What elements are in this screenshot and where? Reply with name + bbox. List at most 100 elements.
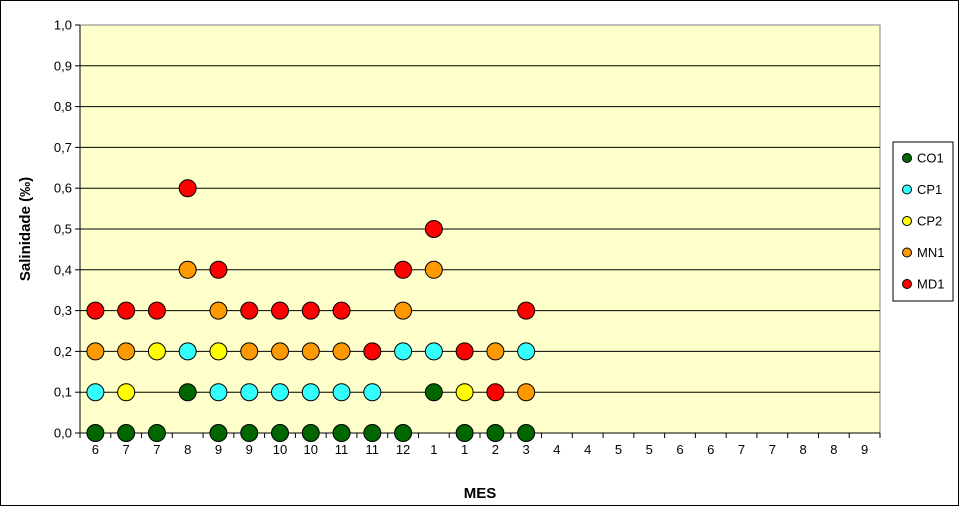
data-point — [332, 301, 351, 320]
data-point — [86, 383, 105, 402]
legend-marker — [902, 247, 912, 258]
data-point — [394, 260, 413, 279]
data-point — [86, 301, 105, 320]
y-axis: 0,0 0,1 0,2 0,3 0,4 0,5 0,6 0,7 0,8 0,9 1,0 — [54, 18, 81, 441]
data-points — [86, 179, 536, 442]
y-tick-label: 0,0 — [54, 426, 72, 441]
y-tick-label: 0,2 — [54, 344, 72, 359]
legend-label: MN1 — [917, 245, 944, 260]
x-tick-label: 5 — [646, 442, 653, 457]
x-axis-title: MES — [464, 485, 497, 502]
y-tick-label: 0,7 — [54, 140, 72, 155]
x-tick-label: 7 — [738, 442, 745, 457]
data-point — [209, 260, 228, 279]
data-point — [209, 342, 228, 361]
x-tick-label: 8 — [184, 442, 191, 457]
data-point — [301, 342, 320, 361]
data-point — [394, 424, 413, 442]
data-point — [301, 424, 320, 442]
data-point — [178, 260, 197, 279]
x-tick-label: 9 — [861, 442, 868, 457]
data-point — [486, 342, 505, 361]
x-tick-label: 7 — [769, 442, 776, 457]
data-point — [424, 220, 443, 238]
x-tick-label: 2 — [492, 442, 499, 457]
data-point — [486, 383, 505, 402]
data-point — [240, 342, 259, 361]
data-point — [363, 342, 382, 361]
x-tick-label: 6 — [676, 442, 683, 457]
legend-label: CO1 — [917, 151, 944, 166]
y-tick-label: 0,3 — [54, 303, 72, 318]
x-tick-label: 1 — [461, 442, 468, 457]
legend-marker — [902, 216, 912, 226]
x-tick-label: 12 — [396, 442, 410, 457]
x-tick-label: 10 — [273, 442, 287, 457]
data-point — [271, 424, 289, 442]
y-tick-label: 0,1 — [54, 385, 72, 400]
data-point — [209, 424, 228, 442]
y-tick-label: 0,8 — [54, 99, 72, 114]
x-tick-label: 6 — [92, 442, 99, 457]
data-point — [147, 424, 166, 442]
series-cp1 — [86, 342, 536, 402]
data-point — [301, 301, 320, 320]
data-point — [394, 342, 413, 361]
data-point — [332, 383, 351, 402]
x-tick-label: 3 — [523, 442, 530, 457]
legend-marker — [902, 153, 912, 163]
data-point — [117, 383, 136, 402]
data-point — [301, 383, 320, 402]
data-point — [117, 424, 136, 442]
data-point — [240, 301, 259, 320]
data-point — [363, 383, 382, 402]
x-tick-label: 4 — [584, 442, 591, 457]
data-point — [209, 383, 228, 402]
y-tick-label: 0,5 — [54, 222, 72, 237]
y-tick-label: 0,9 — [54, 58, 72, 73]
x-tick-label: 11 — [366, 442, 380, 457]
legend-label: CP1 — [917, 182, 942, 197]
x-tick-label: 4 — [553, 442, 560, 457]
legend-label: MD1 — [917, 277, 944, 292]
x-tick-label: 11 — [335, 442, 349, 457]
data-point — [424, 383, 443, 402]
data-point — [332, 424, 351, 442]
series-cp2 — [117, 342, 474, 402]
data-point — [517, 383, 536, 402]
series-mn1 — [86, 260, 536, 402]
data-point — [209, 301, 228, 320]
data-point — [517, 424, 536, 442]
x-axis: 6 7 7 8 9 9 10 10 11 11 12 1 1 2 3 4 4 5 5 6 6 7 7 8 8 9 — [79, 432, 881, 457]
legend: CO1 CP1 CP2 MN1 MD1 — [892, 141, 954, 302]
data-point — [178, 383, 197, 402]
x-tick-label: 9 — [215, 442, 222, 457]
data-point — [240, 424, 259, 442]
x-tick-label: 5 — [615, 442, 622, 457]
data-point — [455, 424, 474, 442]
data-point — [517, 342, 536, 361]
x-tick-label: 7 — [123, 442, 130, 457]
data-point — [178, 179, 197, 198]
data-point — [394, 301, 413, 320]
legend-marker — [902, 184, 912, 195]
data-point — [424, 260, 443, 279]
data-point — [240, 383, 259, 402]
data-point — [271, 301, 289, 320]
data-point — [455, 383, 474, 402]
x-tick-label: 1 — [430, 442, 437, 457]
x-tick-label: 8 — [830, 442, 837, 457]
data-point — [363, 424, 382, 442]
data-point — [486, 424, 505, 442]
series-co1 — [86, 383, 536, 442]
x-tick-label: 8 — [799, 442, 806, 457]
x-tick-label: 9 — [246, 442, 253, 457]
y-tick-label: 0,4 — [54, 262, 72, 277]
data-point — [147, 342, 166, 361]
y-tick-label: 0,6 — [54, 181, 72, 196]
data-point — [517, 301, 536, 320]
data-point — [178, 342, 197, 361]
series-md1 — [86, 179, 536, 402]
